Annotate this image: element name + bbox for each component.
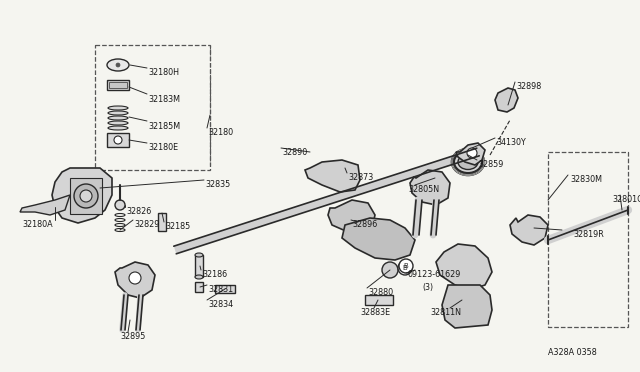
Ellipse shape xyxy=(108,116,128,120)
Circle shape xyxy=(114,136,122,144)
Polygon shape xyxy=(20,195,70,215)
Text: 32180E: 32180E xyxy=(148,143,178,152)
Bar xyxy=(70,178,102,214)
Bar xyxy=(195,282,203,292)
Text: 34130Y: 34130Y xyxy=(496,138,525,147)
Text: 32811N: 32811N xyxy=(430,308,461,317)
Ellipse shape xyxy=(107,59,129,71)
Text: 32883E: 32883E xyxy=(360,308,390,317)
Text: 32185: 32185 xyxy=(165,222,190,231)
Circle shape xyxy=(382,262,398,278)
Text: (3): (3) xyxy=(422,283,433,292)
Circle shape xyxy=(80,190,92,202)
Polygon shape xyxy=(174,148,479,254)
Text: 32185M: 32185M xyxy=(148,122,180,131)
Circle shape xyxy=(115,200,125,210)
Circle shape xyxy=(398,261,412,275)
Polygon shape xyxy=(442,285,492,328)
Text: 32819R: 32819R xyxy=(573,230,604,239)
Circle shape xyxy=(116,63,120,67)
Bar xyxy=(195,255,203,277)
Polygon shape xyxy=(436,244,492,290)
Text: 32180H: 32180H xyxy=(148,68,179,77)
Bar xyxy=(215,285,235,293)
Bar xyxy=(107,80,129,90)
Text: 32826: 32826 xyxy=(126,207,151,216)
Text: 32834: 32834 xyxy=(208,300,233,309)
Text: 32835: 32835 xyxy=(205,180,230,189)
Text: 32895: 32895 xyxy=(120,332,145,341)
Ellipse shape xyxy=(108,111,128,115)
Circle shape xyxy=(467,148,477,158)
Bar xyxy=(158,213,166,231)
Text: 32180: 32180 xyxy=(208,128,233,137)
Text: 32880: 32880 xyxy=(368,288,393,297)
Ellipse shape xyxy=(108,121,128,125)
Polygon shape xyxy=(495,88,518,112)
Ellipse shape xyxy=(108,106,128,110)
Bar xyxy=(107,133,129,147)
Circle shape xyxy=(74,184,98,208)
Text: 32890: 32890 xyxy=(282,148,307,157)
Text: 32859: 32859 xyxy=(478,160,504,169)
Text: 09123-61629: 09123-61629 xyxy=(408,270,461,279)
Bar xyxy=(548,152,628,327)
Text: 32183M: 32183M xyxy=(148,95,180,104)
Polygon shape xyxy=(510,215,548,245)
Polygon shape xyxy=(342,218,415,260)
Text: 32873: 32873 xyxy=(348,173,373,182)
Polygon shape xyxy=(305,160,360,192)
Text: 32831: 32831 xyxy=(208,285,233,294)
Text: 32801Q: 32801Q xyxy=(612,195,640,204)
Text: B: B xyxy=(404,263,408,269)
Text: 32830M: 32830M xyxy=(570,175,602,184)
Polygon shape xyxy=(410,170,450,205)
Circle shape xyxy=(399,259,413,273)
Polygon shape xyxy=(115,262,155,298)
Bar xyxy=(109,82,127,88)
Bar xyxy=(365,295,393,305)
Ellipse shape xyxy=(454,151,482,173)
Polygon shape xyxy=(52,168,112,223)
Text: 32180A: 32180A xyxy=(22,220,52,229)
Text: 32805N: 32805N xyxy=(408,185,439,194)
Ellipse shape xyxy=(108,126,128,130)
Text: 32898: 32898 xyxy=(516,82,541,91)
Text: B: B xyxy=(403,265,408,271)
Text: A328A 0358: A328A 0358 xyxy=(548,348,596,357)
Text: 32186: 32186 xyxy=(202,270,227,279)
Polygon shape xyxy=(328,200,375,235)
Polygon shape xyxy=(456,143,485,165)
Ellipse shape xyxy=(458,154,478,170)
Text: 32829: 32829 xyxy=(134,220,159,229)
Text: 32896: 32896 xyxy=(352,220,377,229)
Bar xyxy=(95,45,210,170)
Ellipse shape xyxy=(195,275,203,279)
Circle shape xyxy=(129,272,141,284)
Ellipse shape xyxy=(195,253,203,257)
